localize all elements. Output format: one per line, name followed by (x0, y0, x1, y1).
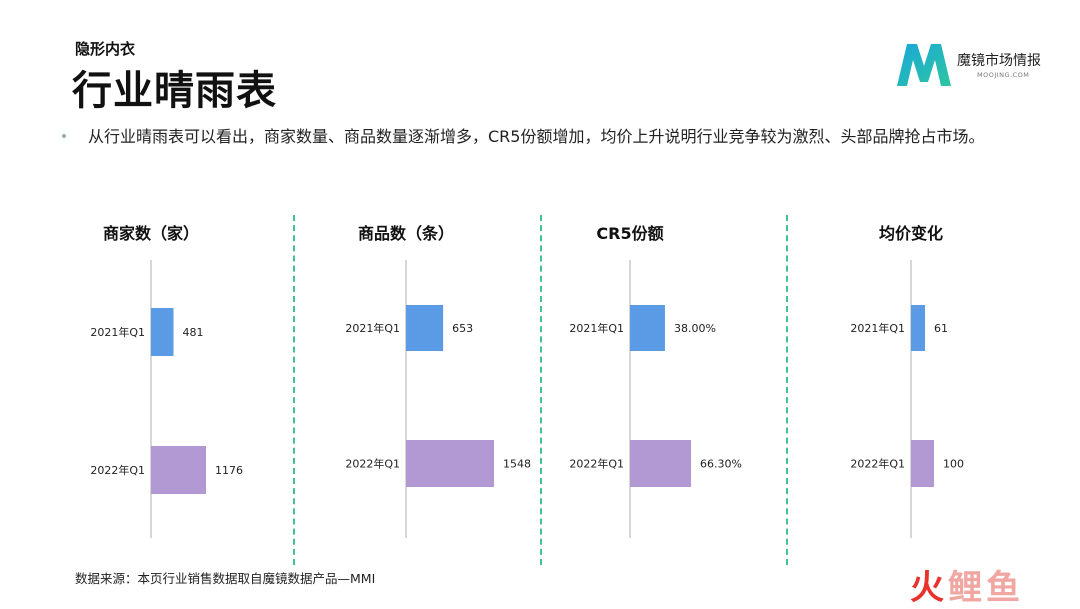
chart-svg: CR5份额 2021年Q1 38.00% 2022年Q1 66.30% (569, 224, 742, 538)
data-label: 653 (452, 322, 473, 335)
bar-2021q1 (151, 308, 174, 356)
category-label: 2021年Q1 (850, 321, 905, 335)
chart-title: CR5份额 (596, 224, 663, 243)
bullet-dot (62, 134, 66, 138)
data-label: 1548 (503, 458, 531, 471)
category-label: 2022年Q1 (345, 457, 400, 471)
chart-title: 商家数（家） (103, 224, 199, 243)
bar-2022q1 (406, 440, 494, 487)
bar-2021q1 (630, 305, 665, 351)
page-title: 行业晴雨表 (72, 68, 277, 114)
category-label: 2022年Q1 (850, 457, 905, 471)
summary-text: 从行业晴雨表可以看出，商家数量、商品数量逐渐增多，CR5份额增加，均价上升说明行… (88, 127, 985, 146)
category-label: 2021年Q1 (90, 325, 145, 339)
chart-title: 商品数（条） (358, 224, 454, 243)
chart-avg-price: 均价变化 2021年Q1 61 2022年Q1 100 (805, 210, 1051, 550)
category-label: 2021年Q1 (345, 321, 400, 335)
chart-cr5-share: CR5份额 2021年Q1 38.00% 2022年Q1 66.30% (524, 210, 770, 550)
chart-svg: 商品数（条） 2021年Q1 653 2022年Q1 1548 (345, 224, 531, 538)
chart-merchants: 商家数（家） 2021年Q1 481 2022年Q1 1176 (45, 210, 291, 550)
brand-name: 魔镜市场情报 (957, 53, 1041, 69)
brand-logo: 魔镜市场情报 MOOJING.COM (895, 40, 1065, 90)
category-label: 2022年Q1 (90, 463, 145, 477)
watermark: 火鲤鱼 (910, 568, 1024, 608)
moojing-logo-icon (897, 44, 951, 86)
category-label: 2022年Q1 (569, 457, 624, 471)
divider-1 (293, 215, 295, 565)
page-subtitle: 隐形内衣 (75, 40, 136, 58)
data-source: 数据来源：本页行业销售数据取自魔镜数据产品—MMI (75, 571, 376, 586)
bar-2022q1 (911, 440, 934, 487)
data-label: 1176 (215, 464, 243, 477)
chart-svg: 均价变化 2021年Q1 61 2022年Q1 100 (850, 224, 964, 538)
data-label: 66.30% (700, 458, 742, 471)
divider-2 (540, 215, 542, 565)
bar-2021q1 (911, 305, 926, 351)
chart-title: 均价变化 (879, 224, 943, 243)
data-label: 100 (943, 458, 964, 471)
chart-svg: 商家数（家） 2021年Q1 481 2022年Q1 1176 (90, 224, 243, 538)
data-label: 481 (182, 326, 203, 339)
bar-2022q1 (151, 446, 206, 494)
bar-2021q1 (406, 305, 444, 351)
data-label: 61 (934, 322, 948, 335)
data-label: 38.00% (674, 322, 716, 335)
category-label: 2021年Q1 (569, 321, 624, 335)
divider-3 (786, 215, 788, 565)
brand-domain: MOOJING.COM (977, 71, 1030, 79)
chart-products: 商品数（条） 2021年Q1 653 2022年Q1 1548 (300, 210, 546, 550)
bar-2022q1 (630, 440, 691, 487)
